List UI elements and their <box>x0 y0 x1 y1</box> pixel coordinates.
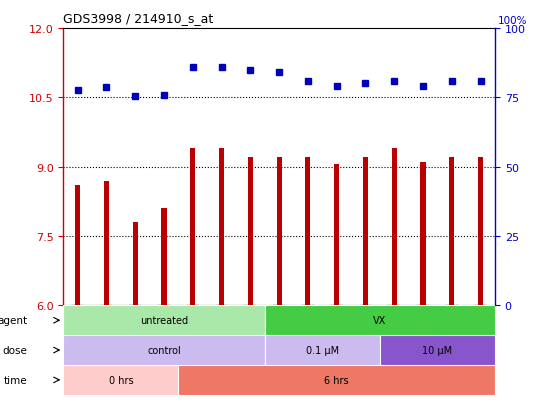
Bar <box>334 165 339 306</box>
Bar <box>265 335 380 365</box>
Text: time: time <box>4 375 28 385</box>
Text: VX: VX <box>373 316 387 325</box>
Bar <box>190 149 195 306</box>
Bar <box>392 149 397 306</box>
Text: 10 μM: 10 μM <box>422 345 453 355</box>
Bar <box>63 335 265 365</box>
Bar <box>161 209 167 306</box>
Text: dose: dose <box>3 345 28 355</box>
Bar <box>104 181 109 306</box>
Text: agent: agent <box>0 316 28 325</box>
Bar <box>420 163 426 306</box>
Text: 0 hrs: 0 hrs <box>108 375 133 385</box>
Text: 6 hrs: 6 hrs <box>324 375 349 385</box>
Text: control: control <box>147 345 181 355</box>
Bar <box>265 306 495 335</box>
Bar <box>219 149 224 306</box>
Bar <box>75 186 80 306</box>
Bar <box>449 158 454 306</box>
Bar <box>63 306 265 335</box>
Bar <box>63 365 178 395</box>
Text: 100%: 100% <box>498 16 527 26</box>
Text: GDS3998 / 214910_s_at: GDS3998 / 214910_s_at <box>63 12 213 25</box>
Bar <box>277 158 282 306</box>
Bar <box>133 223 138 306</box>
Bar <box>248 158 253 306</box>
Text: untreated: untreated <box>140 316 188 325</box>
Bar <box>478 158 483 306</box>
Bar <box>178 365 495 395</box>
Bar <box>305 158 311 306</box>
Bar <box>380 335 495 365</box>
Bar <box>363 158 368 306</box>
Text: 0.1 μM: 0.1 μM <box>306 345 339 355</box>
